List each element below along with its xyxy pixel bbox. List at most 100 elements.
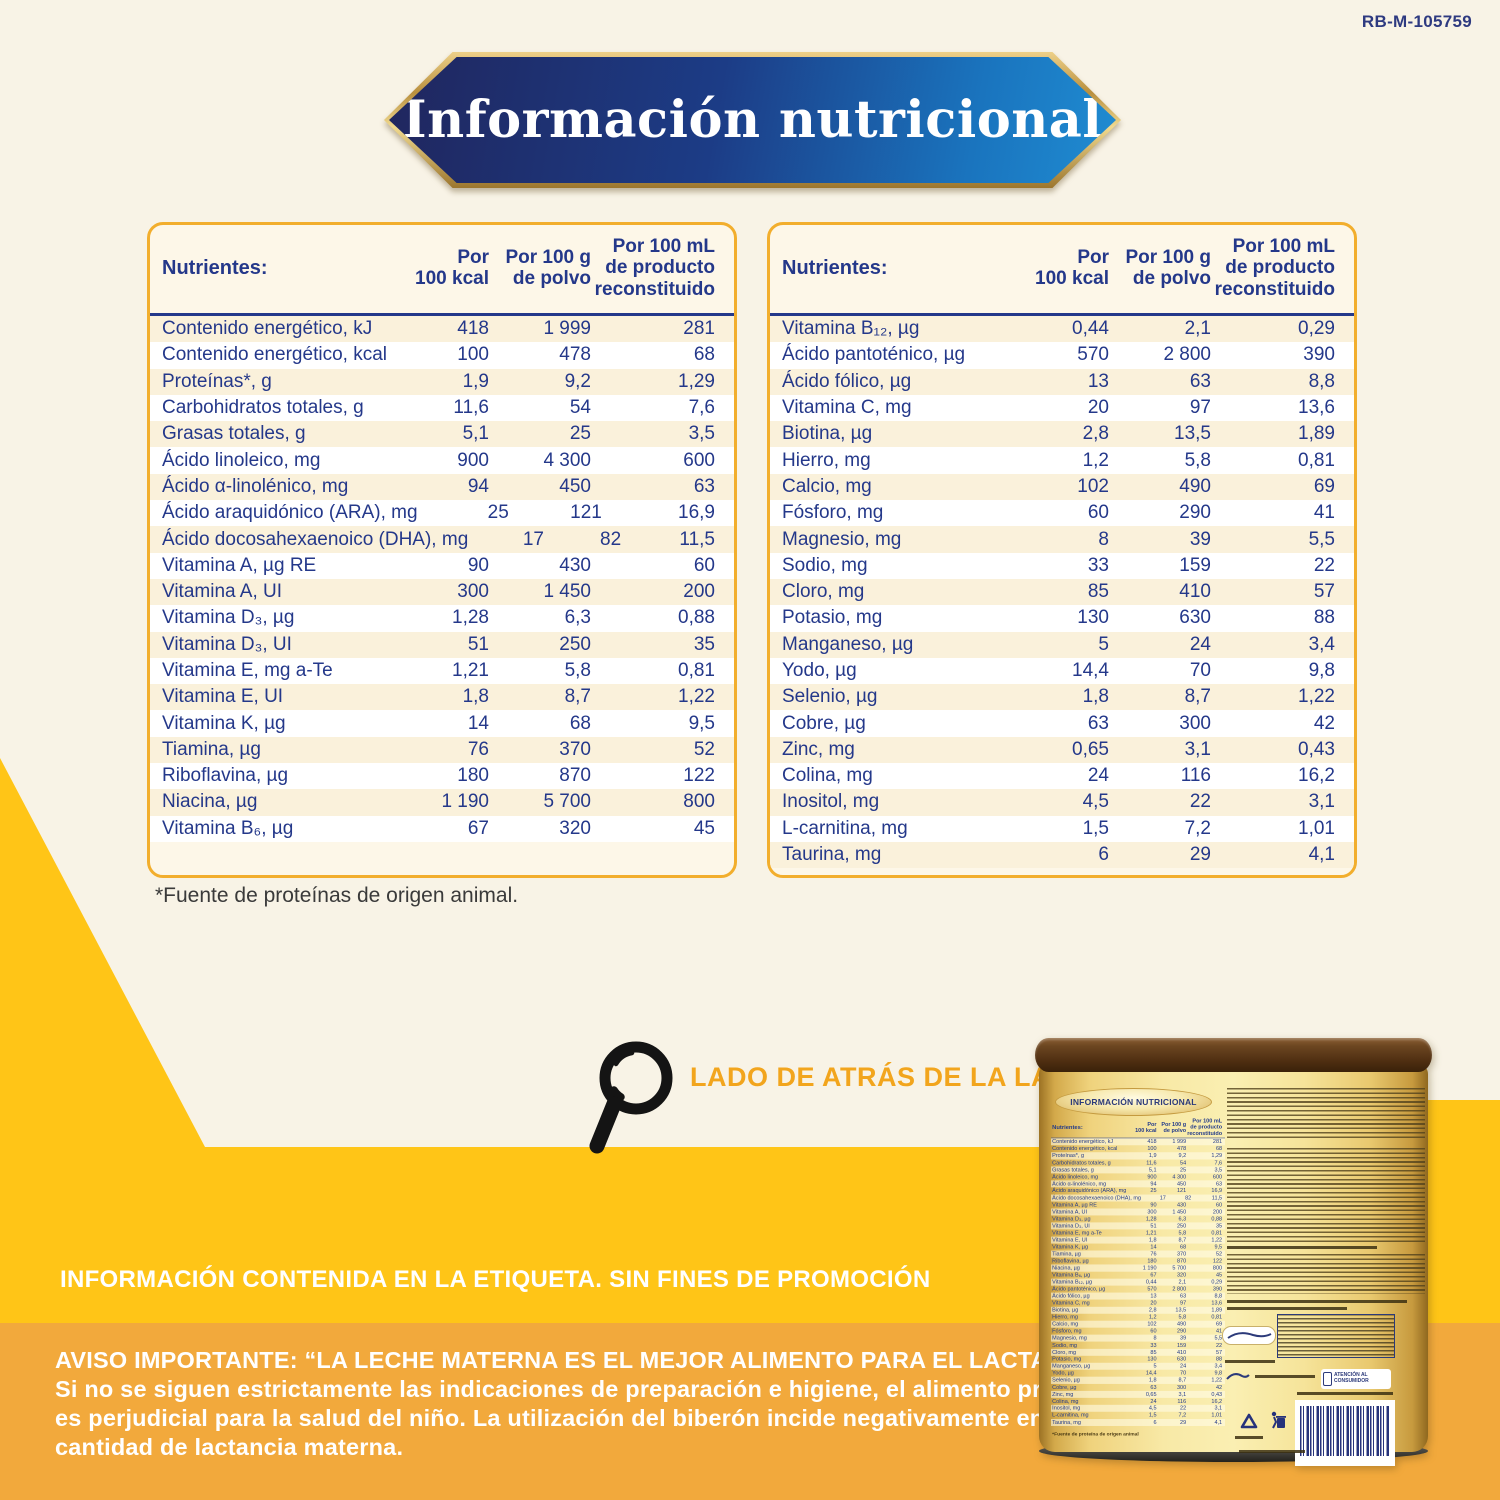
nutrient-value: 478 [559,344,591,366]
nutrient-value: 5 700 [543,791,591,813]
table-row: Fósforo, mg 60 290 41 [770,500,1354,527]
nutrient-value: 4,5 [1082,791,1109,813]
nutrient-value: 8,7 [564,686,591,708]
table-row: Hierro, mg 1,2 5,8 0,81 [770,447,1354,474]
nutrient-value: 13,6 [1298,397,1335,419]
nutrient-value: 51 [1150,1222,1157,1229]
nutrient-value: 1,89 [1211,1306,1223,1314]
nutrient-label: Vitamina D₃, UI [1052,1222,1090,1229]
column-header-nutrients: Nutrientes: [162,256,268,279]
nutrient-value: 281 [1212,1138,1223,1145]
can-register-line [1227,1307,1347,1310]
nutrient-value: 88 [1215,1356,1223,1363]
nutrient-value: 13,5 [1175,1306,1187,1314]
nutrient-label: Tiamina, µg [162,738,261,760]
nutrient-value: 24 [1087,765,1109,787]
table-row: Magnesio, mg 8 39 5,5 [1051,1334,1225,1342]
barcode-bars [1300,1406,1390,1456]
table-row: Sodio, mg 33 159 22 [770,552,1354,579]
nutrient-value: 1,5 [1148,1412,1157,1419]
nutrient-value: 6 [1153,1419,1157,1426]
nutrient-value: 1,29 [678,370,715,392]
nutrient-value: 9,5 [688,712,715,734]
recycle-icon [1240,1413,1258,1429]
column-header-per-100g: Por 100 g de polvo [1161,1121,1187,1134]
nutrient-value: 300 [1176,1384,1187,1391]
column-header-per-100ml: Por 100 mL de producto reconstituido [1214,236,1335,300]
nutrient-value: 1,8 [1148,1236,1157,1243]
nutrient-value: 4,5 [1148,1405,1157,1412]
nutrient-label: Inositol, mg [782,791,880,813]
nutrient-value: 25 [487,502,509,524]
nutrient-label: Magnesio, mg [782,528,902,550]
nutrient-value: 4,1 [1308,844,1335,866]
nutrient-label: Selenio, µg [1052,1377,1080,1384]
nutrient-value: 1,8 [462,686,489,708]
nutrient-value: 70 [1180,1370,1187,1377]
table-row: Yodo, µg 14,4 70 9,8 [770,657,1354,685]
nutrient-value: 410 [1176,1349,1187,1356]
nutrient-value: 13 [1150,1292,1157,1300]
nutrient-label: Ácido araquidónico (ARA), mg [1052,1187,1127,1194]
table-row: Contenido energético, kJ 418 1 999 281 [1051,1138,1225,1146]
nutrient-label: Vitamina D₃, UI [162,633,292,655]
nutrient-value: 478 [1176,1145,1187,1152]
can-title: INFORMACIÓN NUTRICIONAL [1070,1097,1197,1107]
table-row: Vitamina D₃, UI 51 250 35 [1051,1222,1225,1230]
nutrient-value: 82 [1185,1194,1192,1201]
column-header-per-100ml: Por 100 mL de producto reconstituido [594,236,715,300]
nutrient-value: 1 450 [543,581,591,603]
nutrient-label: Vitamina B₆, µg [162,817,294,839]
meadjohnson-logo [1222,1326,1276,1345]
nutrient-value: 5,5 [1308,528,1335,550]
nutrient-label: Carbohidratos totales, g [1052,1159,1111,1166]
nutrient-value: 2,1 [1178,1278,1187,1285]
nutrient-value: 90 [467,554,489,576]
table-row: Ácido α-linolénico, mg 94 450 63 [150,473,734,501]
nutrient-label: Hierro, mg [1052,1313,1078,1321]
nutrient-value: 1 450 [1172,1208,1187,1215]
nutrient-label: Grasas totales, g [162,423,306,445]
nutrient-label: Fósforo, mg [782,502,884,524]
nutrient-value: 250 [559,633,591,655]
nutrient-value: 281 [683,318,715,340]
nutrient-value: 6,3 [564,607,591,629]
important-warning: AVISO IMPORTANTE: “LA LECHE MATERNA ES E… [55,1347,1183,1460]
nutrient-value: 60 [1087,502,1109,524]
can-visit-line [1225,1360,1275,1363]
table-row: Vitamina K, µg 14 68 9,5 [1051,1244,1225,1251]
table-row: Tiamina, µg 76 370 52 [150,736,734,764]
column-header-per-100g: Por 100 g de polvo [1125,246,1211,289]
nutrient-value: 60 [1215,1201,1223,1208]
table-row: Riboflavina, µg 180 870 122 [1051,1258,1225,1265]
nutrient-label: Vitamina E, UI [162,686,284,708]
nutrient-label: Vitamina K, µg [162,712,286,734]
nutrient-label: Cloro, mg [1052,1349,1077,1356]
nutrient-value: 63 [1180,1292,1187,1300]
nutrient-value: 3,4 [1214,1363,1223,1370]
nutrient-value: 1,9 [1148,1152,1157,1159]
nutrient-value: 1,8 [1148,1377,1157,1384]
nutrient-value: 63 [1215,1180,1223,1187]
nutrient-value: 0,65 [1145,1391,1157,1398]
table-row: Potasio, mg 130 630 88 [1051,1356,1225,1363]
nutrient-value: 5 [1153,1363,1157,1370]
nutrient-value: 300 [457,581,489,603]
nutrient-value: 97 [1189,397,1211,419]
table-row: Taurina, mg 6 29 4,1 [1051,1418,1225,1426]
nutrient-value: 14 [467,712,489,734]
nutrient-value: 9,8 [1214,1370,1223,1377]
table-row: Fósforo, mg 60 290 41 [1051,1328,1225,1335]
table-row: Vitamina B₁₂, µg 0,44 2,1 0,29 [770,316,1354,343]
table-row: Zinc, mg 0,65 3,1 0,43 [1051,1390,1225,1398]
column-header-nutrients: Nutrientes: [782,256,888,279]
nutrient-value: 76 [467,738,489,760]
nutrient-value: 159 [1179,554,1211,576]
nutrient-value: 1,22 [1298,686,1335,708]
nutrient-value: 85 [1150,1349,1157,1356]
table-row: Biotina, µg 2,8 13,5 1,89 [770,421,1354,448]
table-row: Yodo, µg 14,4 70 9,8 [1051,1370,1225,1377]
nutrient-value: 41 [1313,502,1335,524]
nutrient-value: 63 [1087,712,1109,734]
nutrient-value: 130 [1147,1356,1157,1363]
